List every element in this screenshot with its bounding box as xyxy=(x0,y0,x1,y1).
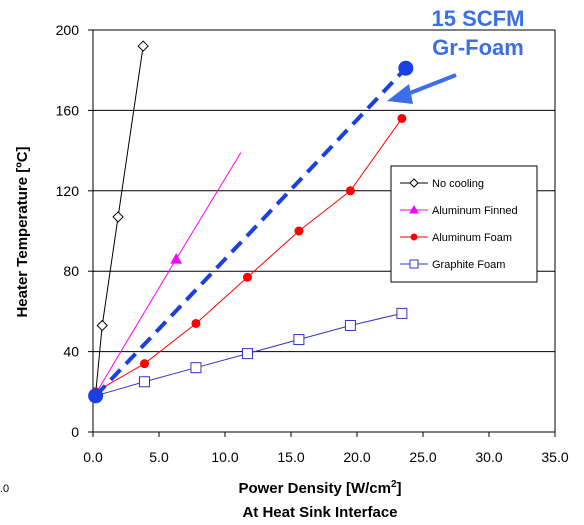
x-axis-title-superscript: 2 xyxy=(391,479,397,490)
x-tick-label-5: 25.0 xyxy=(409,449,436,465)
series-line-0 xyxy=(95,46,144,394)
series-2-point-4 xyxy=(294,226,304,236)
y-axis-ticks: 0 40 80 120 160 200 xyxy=(56,22,93,440)
annotation-arrowhead xyxy=(387,84,413,104)
y-tick-label-3: 120 xyxy=(56,183,80,199)
series-3-point-1 xyxy=(138,376,150,388)
series-0-point-3 xyxy=(137,40,149,52)
plot-frame xyxy=(92,29,556,433)
series-layer xyxy=(89,40,408,402)
series-1-point-1 xyxy=(170,253,183,264)
highlight-end-point xyxy=(398,60,414,76)
annotation-arrow-shaft xyxy=(404,73,457,97)
legend-label-0: No cooling xyxy=(432,178,484,190)
x-tick-label-4: 20.0 xyxy=(343,449,370,465)
legend-marker-3 xyxy=(409,259,419,269)
x-tick-label-1: 5.0 xyxy=(149,449,169,465)
y-tick-label-5: 200 xyxy=(56,22,80,38)
y-tick-label-1: 40 xyxy=(63,344,79,360)
series-3-point-4 xyxy=(293,334,305,346)
legend-marker-2 xyxy=(410,233,418,241)
legend-marker-1 xyxy=(409,204,419,214)
series-2-point-1 xyxy=(139,359,149,369)
stray-label: .0 xyxy=(0,483,9,495)
x-tick-label-3: 15.0 xyxy=(277,449,304,465)
x-tick-label-0: 0.0 xyxy=(83,449,103,465)
series-0-point-1 xyxy=(96,319,108,332)
series-0-point-2 xyxy=(112,211,124,223)
x-tick-label-6: 30.0 xyxy=(475,449,502,465)
series-2-point-6 xyxy=(397,113,407,123)
legend-marker-0 xyxy=(409,178,419,188)
legend-label-2: Aluminum Foam xyxy=(432,232,512,244)
annotation-line1: 15 SCFM xyxy=(432,6,525,31)
legend-label-3: Graphite Foam xyxy=(432,259,505,271)
series-1 xyxy=(95,152,242,395)
x-axis-title: Power Density [W/cm2] xyxy=(238,479,401,497)
highlight-layer xyxy=(88,60,457,404)
y-tick-label-0: 0 xyxy=(71,424,79,440)
legend: No cooling Aluminum Finned Aluminum Foam Gr… xyxy=(390,165,538,283)
x-axis-title-main: Power Density [W/cm xyxy=(238,480,391,497)
series-3-point-5 xyxy=(344,319,356,331)
x-axis-title-end: ] xyxy=(397,480,402,497)
series-3-point-2 xyxy=(190,362,202,374)
y-axis-title: Heater Temperature [ºC] xyxy=(14,146,31,317)
series-2-point-3 xyxy=(242,272,252,282)
x-axis-title-line2: At Heat Sink Interface xyxy=(242,504,397,521)
highlight-start-point xyxy=(88,388,104,404)
y-tick-label-2: 80 xyxy=(63,263,79,279)
series-0 xyxy=(89,40,149,400)
x-axis-ticks: 0.0 5.0 10.0 15.0 20.0 25.0 30.0 35.0 xyxy=(83,432,569,465)
series-2-point-5 xyxy=(345,186,355,196)
series-2-point-2 xyxy=(191,318,201,328)
x-tick-label-2: 10.0 xyxy=(211,449,238,465)
annotation-line2: Gr-Foam xyxy=(432,35,524,60)
legend-label-1: Aluminum Finned xyxy=(432,205,518,217)
series-3-point-6 xyxy=(396,307,408,319)
x-tick-label-7: 35.0 xyxy=(541,449,568,465)
y-tick-label-4: 160 xyxy=(56,102,80,118)
series-3-point-3 xyxy=(241,348,253,360)
highlight-dashed-line xyxy=(94,66,408,398)
series-line-1 xyxy=(95,152,242,395)
